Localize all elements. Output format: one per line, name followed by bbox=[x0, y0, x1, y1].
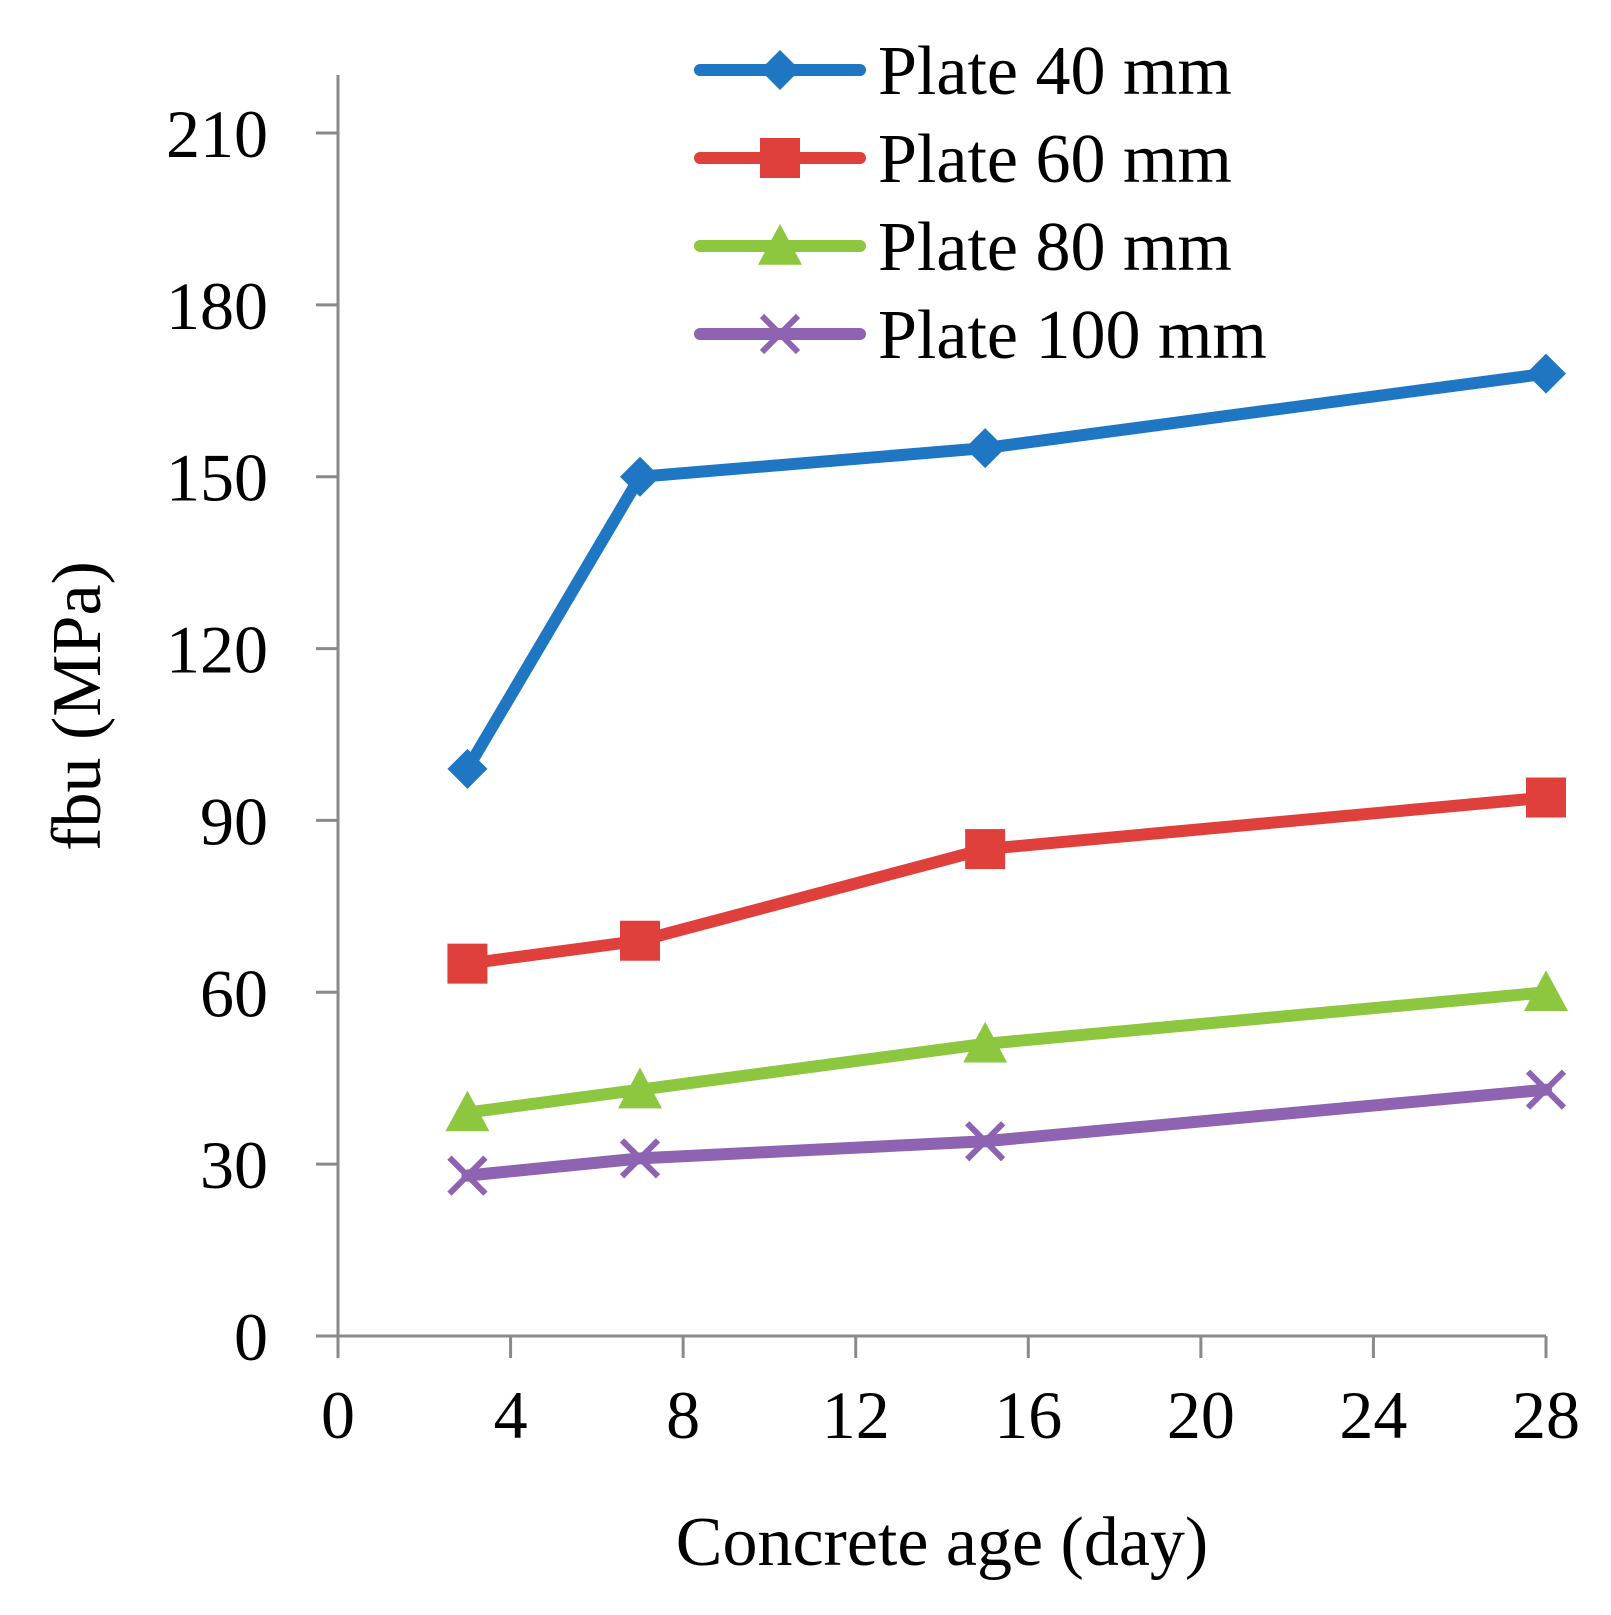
x-axis-title: Concrete age (day) bbox=[676, 1504, 1209, 1581]
y-tick-labels: 0 30 60 90 120 150 180 210 bbox=[166, 96, 268, 1375]
data-point bbox=[447, 748, 488, 789]
data-point bbox=[963, 1021, 1008, 1063]
data-point bbox=[1526, 353, 1566, 394]
data-point bbox=[447, 943, 488, 984]
data-point bbox=[618, 1067, 662, 1109]
x-tick-label: 0 bbox=[321, 1377, 355, 1453]
data-point bbox=[445, 1090, 490, 1132]
y-tick-label: 210 bbox=[166, 96, 268, 172]
series-line bbox=[461, 791, 1552, 970]
axes bbox=[316, 75, 1548, 1358]
series-line bbox=[461, 1083, 1552, 1182]
x-tick-label: 20 bbox=[1167, 1377, 1235, 1453]
x-tick-labels: 0 4 8 12 16 20 24 28 bbox=[321, 1377, 1580, 1453]
x-tick-label: 8 bbox=[666, 1377, 700, 1453]
legend-item: Plate 80 mm bbox=[694, 209, 1232, 286]
series-2 bbox=[447, 777, 1566, 984]
legend-item: Plate 40 mm bbox=[694, 33, 1232, 110]
data-point bbox=[965, 428, 1006, 469]
legend-label: Plate 100 mm bbox=[878, 297, 1267, 374]
series-4 bbox=[447, 1069, 1567, 1196]
x-tick-label: 12 bbox=[822, 1377, 890, 1453]
legend-label: Plate 80 mm bbox=[878, 209, 1232, 286]
data-point bbox=[965, 829, 1006, 870]
data-point bbox=[620, 456, 660, 497]
data-point bbox=[1526, 777, 1566, 818]
series-3 bbox=[445, 970, 1568, 1132]
legend-marker bbox=[760, 138, 800, 178]
legend-item: Plate 100 mm bbox=[694, 297, 1267, 374]
y-axis-title: fbu (MPa) bbox=[39, 561, 116, 851]
y-tick-label: 0 bbox=[234, 1299, 268, 1375]
legend-item: Plate 60 mm bbox=[694, 121, 1232, 198]
data-point bbox=[965, 1121, 1006, 1162]
legend-label: Plate 40 mm bbox=[878, 33, 1232, 110]
x-tick-label: 24 bbox=[1339, 1377, 1407, 1453]
data-point bbox=[1524, 970, 1568, 1011]
y-tick-label: 180 bbox=[166, 268, 268, 344]
plot-area bbox=[445, 353, 1568, 1196]
data-point bbox=[1525, 1069, 1567, 1110]
x-tick-label: 28 bbox=[1512, 1377, 1580, 1453]
legend-marker bbox=[759, 313, 801, 355]
series-line bbox=[461, 367, 1552, 775]
y-tick-label: 120 bbox=[166, 612, 268, 688]
y-tick-label: 150 bbox=[166, 440, 268, 516]
legend: Plate 40 mm Plate 60 mm Plate 80 mm Plate 1… bbox=[694, 33, 1267, 374]
y-tick-label: 90 bbox=[200, 783, 268, 859]
series-1 bbox=[447, 353, 1566, 789]
data-point bbox=[620, 920, 660, 961]
legend-label: Plate 60 mm bbox=[878, 121, 1232, 198]
y-tick-label: 30 bbox=[200, 1127, 268, 1203]
x-tick-label: 16 bbox=[994, 1377, 1062, 1453]
series-line bbox=[461, 986, 1552, 1119]
data-point bbox=[619, 1138, 661, 1179]
x-tick-label: 4 bbox=[494, 1377, 528, 1453]
y-tick-label: 60 bbox=[200, 955, 268, 1031]
legend-marker bbox=[758, 224, 802, 265]
data-point bbox=[447, 1155, 488, 1196]
legend-marker bbox=[760, 50, 800, 90]
